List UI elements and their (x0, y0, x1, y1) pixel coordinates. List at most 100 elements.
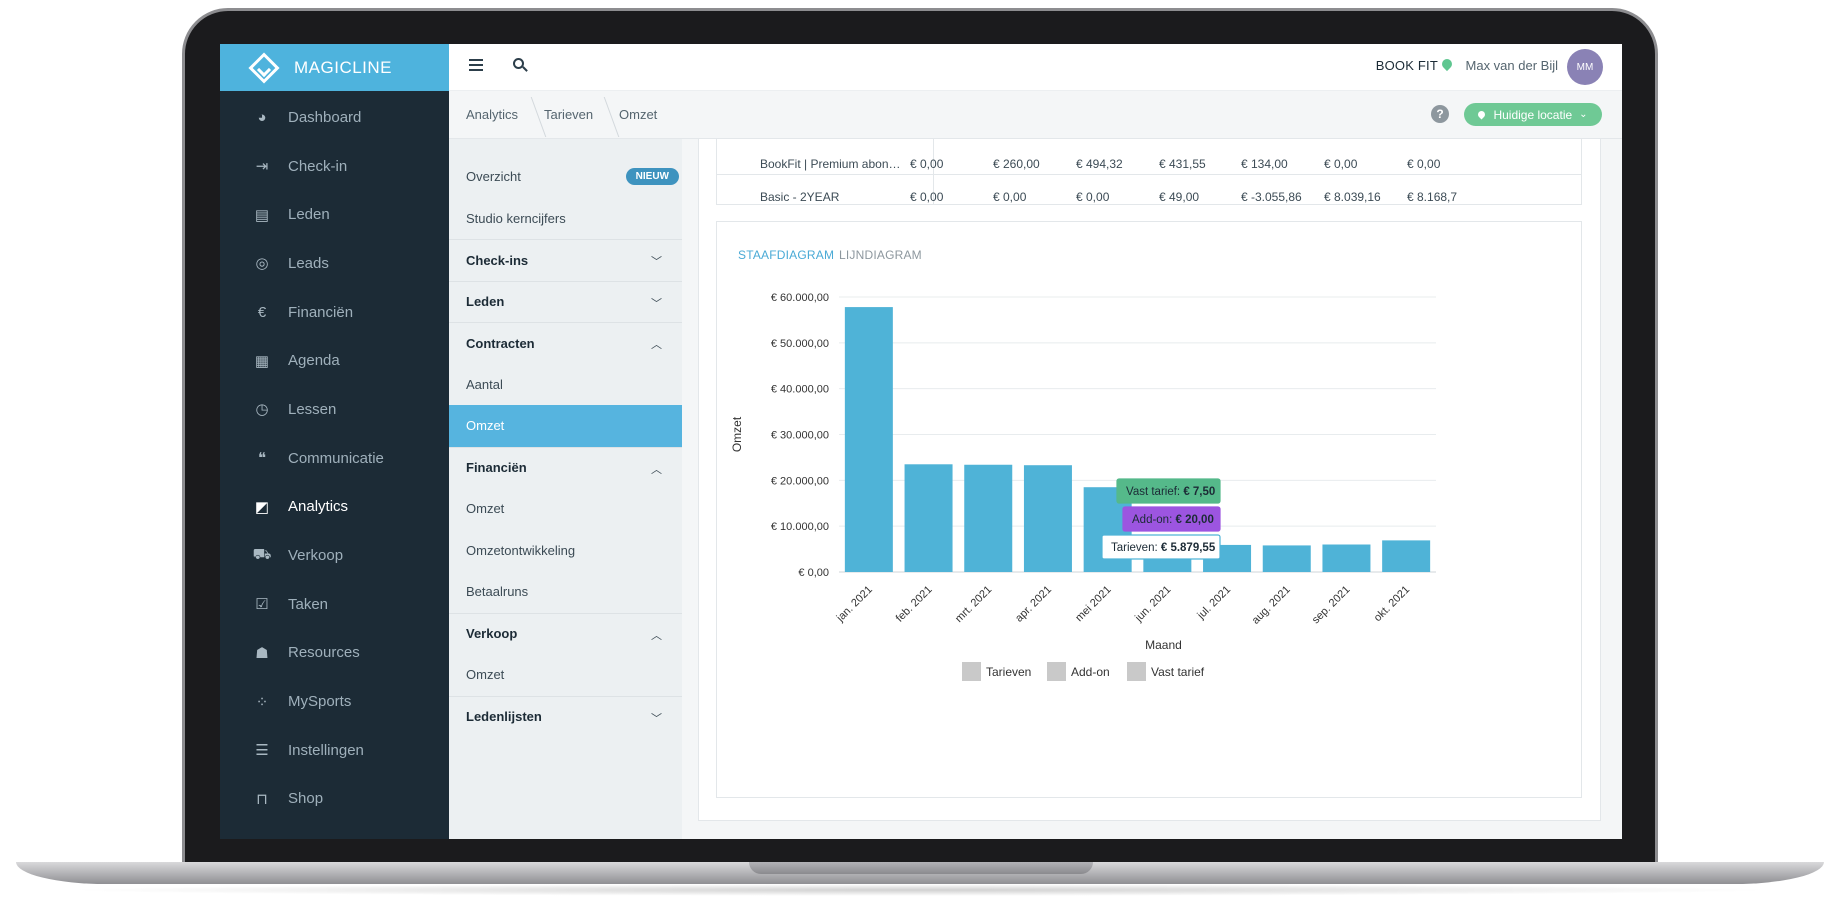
sidebar-item-shop[interactable]: ⊓ Shop (220, 775, 449, 824)
sidebar-item-label: Communicatie (288, 449, 384, 467)
subnav-item-omzet[interactable]: Omzet (449, 488, 682, 530)
check-in-icon: ⇥ (255, 158, 269, 176)
sidebar-item-lessen[interactable]: ◷ Lessen (220, 385, 449, 434)
tab-bar-chart[interactable]: STAAFDIAGRAM (738, 248, 835, 262)
sidebar-item-label: Leads (288, 254, 329, 272)
sidebar-item-mysports[interactable]: ⁘ MySports (220, 677, 449, 726)
chevron-down-icon: ﹀ (651, 297, 662, 310)
subnav-item-omzet[interactable]: Omzet (449, 654, 682, 696)
tooltip-text: Tarieven: € 5.879,55 (1111, 542, 1216, 554)
sidebar-item-label: Resources (288, 644, 360, 662)
subnav-label: Verkoop (466, 626, 518, 642)
subnav-item-omzet[interactable]: Omzet (449, 405, 682, 447)
tooltip-value: € 7,50 (1183, 486, 1215, 498)
x-tick-label: sep. 2021 (1310, 584, 1353, 627)
main-content: BookFit | Premium abon… € 0,00 € 260,00 € 4… (682, 139, 1622, 839)
tooltip-label: Tarieven: (1111, 542, 1161, 554)
chevron-down-icon: ﹀ (651, 712, 662, 725)
content-panel: BookFit | Premium abon… € 0,00 € 260,00 € 4… (698, 139, 1601, 821)
breadcrumb-tarieven[interactable]: Tarieven (544, 107, 594, 122)
help-icon[interactable]: ? (1431, 105, 1449, 123)
breadcrumb-omzet: Omzet (619, 107, 658, 122)
calendar-icon: ▦ (254, 352, 270, 370)
subnav-label: Overzicht (466, 169, 521, 185)
subnav-item-omzetontwikkeling[interactable]: Omzetontwikkeling (449, 530, 682, 572)
sidebar-item-label: Leden (288, 206, 330, 224)
laptop-shadow (60, 884, 1780, 896)
settings-sliders-icon: ☰ (255, 742, 269, 760)
table-row: BookFit | Premium abon… € 0,00 € 260,00 € 4… (717, 149, 1581, 179)
sidebar-item-agenda[interactable]: ▦ Agenda (220, 336, 449, 385)
sidebar-item-instellingen[interactable]: ☰ Instellingen (220, 726, 449, 775)
bar (1262, 545, 1311, 572)
subnav-item-overzicht[interactable]: Overzicht NIEUW (449, 156, 682, 198)
main-sidebar: MAGICLINE ◕ Dashboard ⇥ Check-in ▤ Leden ◎ Lead… (220, 44, 449, 839)
table-cell: € 0,00 (1324, 157, 1358, 171)
shop-icon: ⊓ (256, 790, 268, 808)
tooltip-box (1122, 506, 1221, 532)
subnav-section-verkoop[interactable]: Verkoop ︿ (449, 612, 682, 655)
avatar[interactable]: MM (1567, 49, 1603, 85)
sidebar-item-taken[interactable]: ☑ Taken (220, 580, 449, 629)
sidebar-item-analytics[interactable]: ◩ Analytics (220, 483, 449, 532)
tooltip-text: Add-on: € 20,00 (1132, 514, 1214, 526)
location-pin-icon (1476, 109, 1487, 120)
subnav-section-ledenlijsten[interactable]: Ledenlijsten ﹀ (449, 695, 682, 738)
subnav-section-leden[interactable]: Leden ﹀ (449, 280, 682, 323)
table-cell: € 0,00 (910, 157, 944, 171)
current-location-button[interactable]: Huidige locatie ⌄ (1464, 103, 1602, 126)
sidebar-item-leden[interactable]: ▤ Leden (220, 190, 449, 239)
sidebar-item-communicatie[interactable]: ❝ Communicatie (220, 434, 449, 483)
table-row-name: BookFit | Premium abon… (760, 157, 901, 171)
search-icon[interactable] (513, 58, 529, 74)
table-cell: € 0,00 (1076, 190, 1110, 204)
table-column-divider (933, 139, 934, 204)
x-tick-label: mei 2021 (1073, 584, 1113, 624)
table-cell: € 8.039,16 (1324, 190, 1381, 204)
current-location-label: Huidige locatie (1493, 107, 1573, 122)
sidebar-item-verkoop[interactable]: ⛟ Verkoop (220, 531, 449, 580)
bar (904, 464, 953, 572)
subnav-label: Omzetontwikkeling (466, 542, 576, 558)
subnav-item-studio-kerncijfers[interactable]: Studio kerncijfers (449, 198, 682, 240)
tooltip-text: Vast tarief: € 7,50 (1126, 486, 1215, 498)
members-icon: ▤ (254, 206, 270, 224)
table-cell: € 0,00 (1407, 157, 1441, 171)
breadcrumb-analytics[interactable]: Analytics (466, 107, 519, 122)
table-cell: € 260,00 (993, 157, 1040, 171)
subnav-label: Omzet (466, 418, 505, 434)
sidebar-item-financi-n[interactable]: € Financiën (220, 288, 449, 337)
chevron-down-icon: ﹀ (651, 256, 662, 268)
subnav-label: Leden (466, 294, 505, 310)
logo-bar[interactable]: MAGICLINE (220, 44, 449, 91)
x-tick-label: aug. 2021 (1250, 584, 1293, 627)
subnav-section-check-ins[interactable]: Check-ins ﹀ (449, 239, 682, 281)
sidebar-item-label: Instellingen (288, 741, 364, 759)
y-tick-label: € 40.000,00 (771, 384, 829, 396)
subnav-section-financi-n[interactable]: Financiën ︿ (449, 446, 682, 489)
sidebar-item-dashboard[interactable]: ◕ Dashboard (220, 93, 449, 142)
sidebar-item-resources[interactable]: ☗ Resources (220, 629, 449, 678)
revenue-bar-chart: € 0,00 € 10.000,00 € 20.000,00 € 30.000,00 €… (730, 292, 1436, 681)
hamburger-menu-icon[interactable] (469, 59, 483, 73)
chevron-up-icon: ︿ (651, 463, 662, 476)
table-cell: € 0,00 (993, 190, 1027, 204)
subnav-item-betaalruns[interactable]: Betaalruns (449, 571, 682, 613)
subnav-item-aantal[interactable]: Aantal (449, 364, 682, 406)
bar (844, 307, 893, 572)
tab-line-chart[interactable]: LIJNDIAGRAM (839, 248, 922, 262)
breadcrumb-separator (603, 97, 620, 137)
table-cell: € 0,00 (910, 190, 944, 204)
sidebar-item-leads[interactable]: ◎ Leads (220, 239, 449, 288)
laptop-notch (749, 862, 1093, 874)
y-tick-label: € 0,00 (798, 567, 829, 579)
location-pin-icon (1439, 56, 1455, 72)
mysports-icon: ⁘ (255, 693, 269, 711)
user-name[interactable]: Max van der Bijl (1465, 58, 1558, 73)
studio-name[interactable]: BOOK FIT (1375, 58, 1438, 73)
subnav-section-contracten[interactable]: Contracten ︿ (449, 322, 682, 364)
table-row-divider (717, 174, 1581, 175)
y-axis-label: Omzet (730, 416, 744, 452)
sidebar-item-check-in[interactable]: ⇥ Check-in (220, 142, 449, 191)
subnav-label: Ledenlijsten (466, 709, 542, 725)
